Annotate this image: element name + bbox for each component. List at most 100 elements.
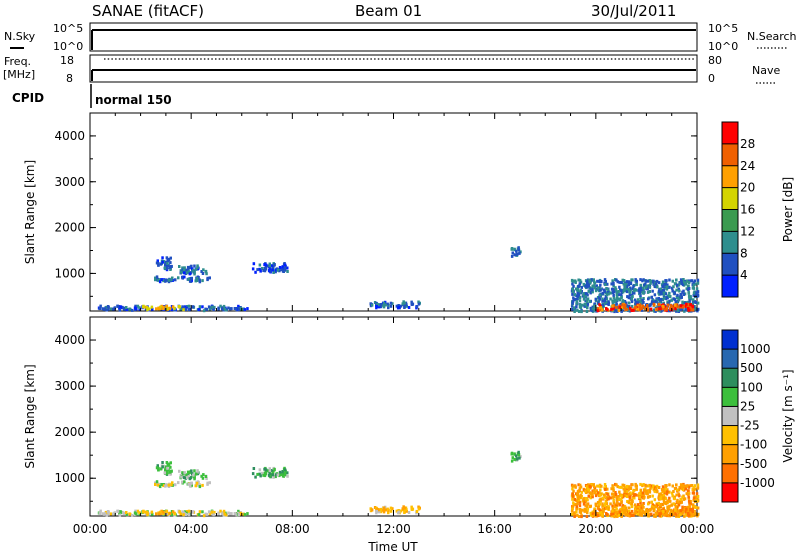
data-cell <box>410 300 413 304</box>
data-cell <box>659 290 663 294</box>
data-cell <box>617 306 620 310</box>
data-cell <box>157 278 160 282</box>
data-cell <box>679 308 682 312</box>
data-cell <box>251 267 255 271</box>
colorbar-segment <box>722 187 738 210</box>
colorbar-tick-label: -25 <box>740 419 760 433</box>
data-cell <box>171 305 175 309</box>
data-cell <box>663 286 666 290</box>
data-cell <box>687 287 690 291</box>
data-cell <box>123 307 126 311</box>
data-cell <box>384 303 387 307</box>
data-cell <box>696 278 700 282</box>
data-cell <box>593 280 596 284</box>
data-cell <box>375 305 378 308</box>
nsearch-top-tick: 10^5 <box>708 22 738 35</box>
data-cell <box>142 509 145 513</box>
data-cell <box>119 305 122 309</box>
data-cell <box>258 263 262 267</box>
y-tick-label: 4000 <box>54 333 85 347</box>
data-cell <box>689 511 692 515</box>
data-cell <box>641 491 645 495</box>
nave-label: Nave <box>752 64 780 77</box>
data-cell <box>583 500 586 504</box>
data-cell <box>155 512 158 516</box>
data-cell <box>103 307 107 311</box>
data-cell <box>182 476 186 480</box>
data-cell <box>621 278 624 282</box>
data-cell <box>654 309 657 313</box>
data-cell <box>168 470 171 474</box>
data-cell <box>252 467 256 470</box>
data-cell <box>676 295 679 299</box>
data-cell <box>673 497 676 501</box>
data-cell <box>694 291 697 295</box>
data-cell <box>263 263 266 266</box>
data-cell <box>119 510 122 514</box>
data-cell <box>261 267 264 270</box>
data-cell <box>238 307 242 311</box>
data-cell <box>376 507 379 511</box>
data-cell <box>281 265 284 269</box>
data-cell <box>677 513 680 517</box>
data-cell <box>230 307 233 311</box>
data-cell <box>677 503 681 507</box>
data-cell <box>118 511 121 515</box>
data-cell <box>582 488 586 492</box>
data-cell <box>645 279 648 283</box>
data-cell <box>151 307 154 311</box>
data-cell <box>610 512 613 516</box>
data-cell <box>642 297 645 300</box>
data-cell <box>604 283 607 287</box>
data-cell <box>580 490 583 494</box>
data-cell <box>666 283 669 287</box>
data-cell <box>657 496 660 500</box>
data-cell <box>687 281 691 284</box>
data-cell <box>243 308 247 312</box>
nsky-bottom-tick: 10^0 <box>53 40 83 53</box>
data-cell <box>574 279 577 283</box>
data-cell <box>625 506 628 510</box>
data-cell <box>648 488 652 492</box>
data-cell <box>223 512 227 516</box>
data-cell <box>170 469 173 473</box>
data-cell <box>195 277 199 280</box>
x-tick-label: 12:00 <box>376 522 411 536</box>
data-cell <box>207 510 211 514</box>
data-cell <box>183 305 187 309</box>
data-cell <box>626 492 629 496</box>
data-cell <box>403 506 406 510</box>
data-cell <box>154 483 157 486</box>
data-cell <box>513 253 516 257</box>
data-cell <box>154 481 157 485</box>
data-cell <box>676 305 679 309</box>
velocity-panel: 1000 2000 3000 4000 00:00 04:00 08:00 12:00 16:0… <box>23 316 714 536</box>
data-cell <box>283 468 287 472</box>
data-cell <box>598 500 601 504</box>
colorbar-tick-label: 8 <box>740 246 748 260</box>
data-cell <box>131 513 134 517</box>
data-cell <box>370 303 374 307</box>
data-cell <box>186 470 190 474</box>
data-cell <box>670 491 674 495</box>
data-cell <box>579 290 582 294</box>
data-cell <box>686 489 690 493</box>
data-cell <box>658 309 661 313</box>
data-cell <box>571 494 575 498</box>
data-cell <box>373 301 377 304</box>
data-cell <box>598 295 601 299</box>
data-cell <box>671 289 674 293</box>
data-cell <box>227 511 230 515</box>
data-cell <box>598 502 601 506</box>
data-cell <box>145 305 149 309</box>
data-cell <box>602 288 606 292</box>
colorbar-tick-label: 20 <box>740 181 755 195</box>
data-cell <box>573 308 576 312</box>
data-cell <box>585 485 589 489</box>
data-cell <box>591 290 594 294</box>
data-cell <box>612 501 616 505</box>
colorbar-segment <box>722 165 738 189</box>
data-cell <box>639 278 642 282</box>
data-cell <box>625 495 629 498</box>
data-cell <box>271 473 274 477</box>
